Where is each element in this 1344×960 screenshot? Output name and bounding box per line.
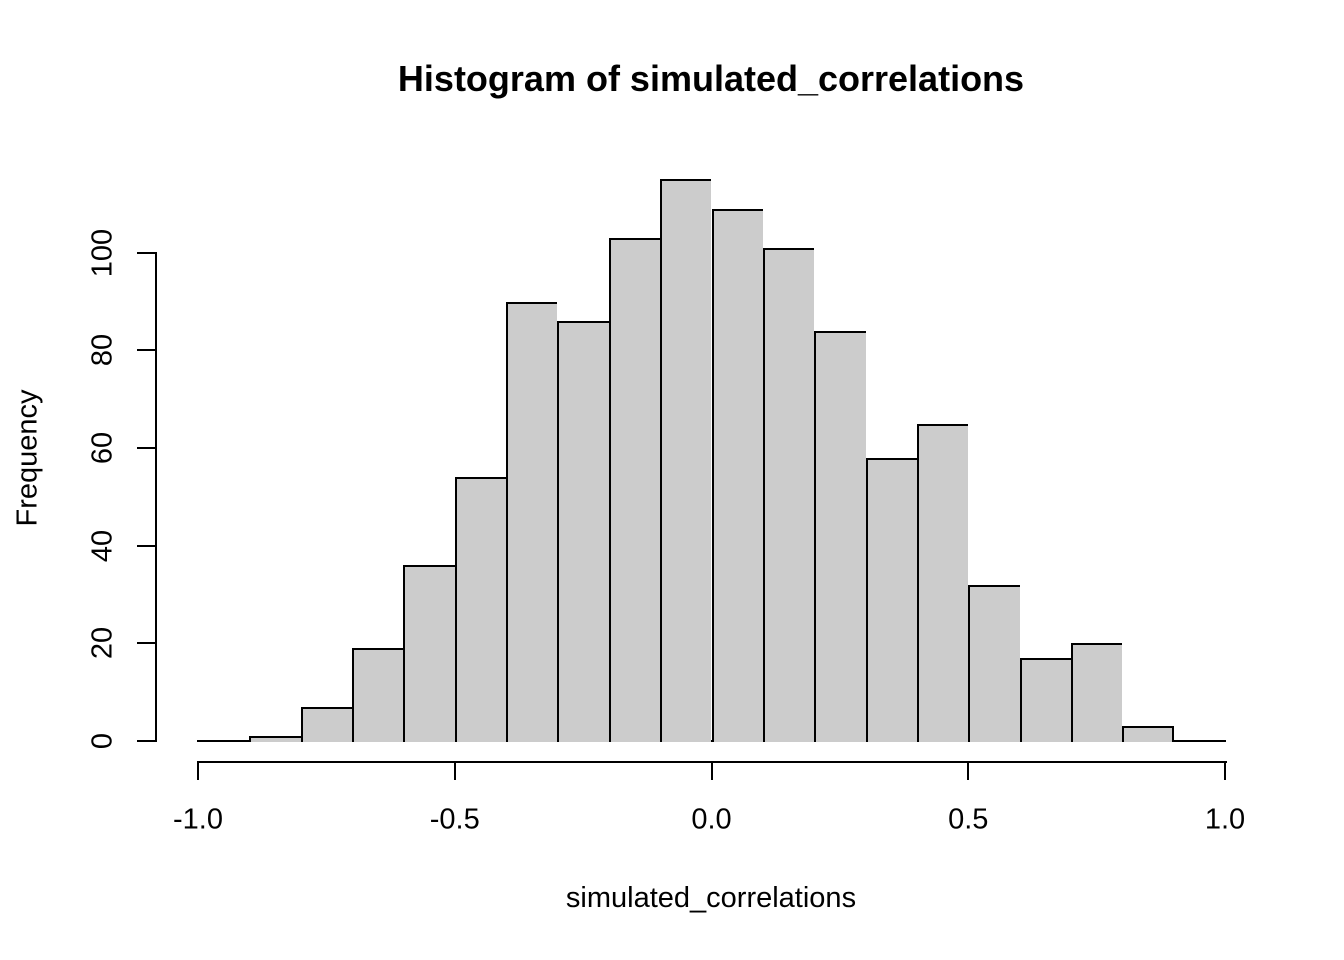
x-tick [1224,761,1226,780]
histogram-bar [814,330,866,742]
histogram-bar [968,584,1020,742]
histogram-bar [249,736,301,742]
histogram-bar [557,321,609,742]
y-tick-label: 40 [86,529,119,562]
y-tick-label: 0 [86,732,119,750]
histogram-bar [454,477,507,742]
x-tick [453,761,456,780]
x-tick-label: 1.0 [1204,803,1246,836]
x-tick-label: 0.0 [691,803,732,836]
x-tick-label: -0.5 [429,803,480,836]
histogram-bar [300,706,353,742]
y-tick [137,740,156,742]
chart-title: Histogram of simulated_correlations [397,58,1025,99]
histogram-bar [916,423,969,742]
histogram-bar [660,179,712,742]
histogram-bar [711,208,763,742]
y-tick-label: 20 [86,627,119,660]
histogram-bar [352,648,404,742]
histogram-bar [1070,643,1123,742]
x-axis-label: simulated_correlations [565,882,857,914]
y-axis-label: Frequency [11,389,44,527]
x-tick-label: -1.0 [173,803,223,836]
y-tick [137,642,156,645]
y-tick [137,349,156,352]
x-tick-label: 0.5 [948,803,989,836]
y-tick [137,447,156,450]
y-tick-label: 60 [86,431,119,465]
y-tick-label: 80 [86,334,119,367]
histogram-bar [1019,657,1071,742]
histogram-bar [865,457,917,742]
x-tick [710,761,713,780]
x-tick [197,761,199,780]
y-tick [137,251,156,254]
histogram-bar [506,301,558,742]
histogram-bar [1122,726,1174,742]
x-tick [967,761,970,780]
y-tick [137,544,156,547]
histogram-bar [403,565,455,742]
y-tick-label: 100 [86,228,119,277]
y-axis-line [155,252,157,742]
histogram-bar [762,247,815,742]
histogram-bar [608,238,661,742]
